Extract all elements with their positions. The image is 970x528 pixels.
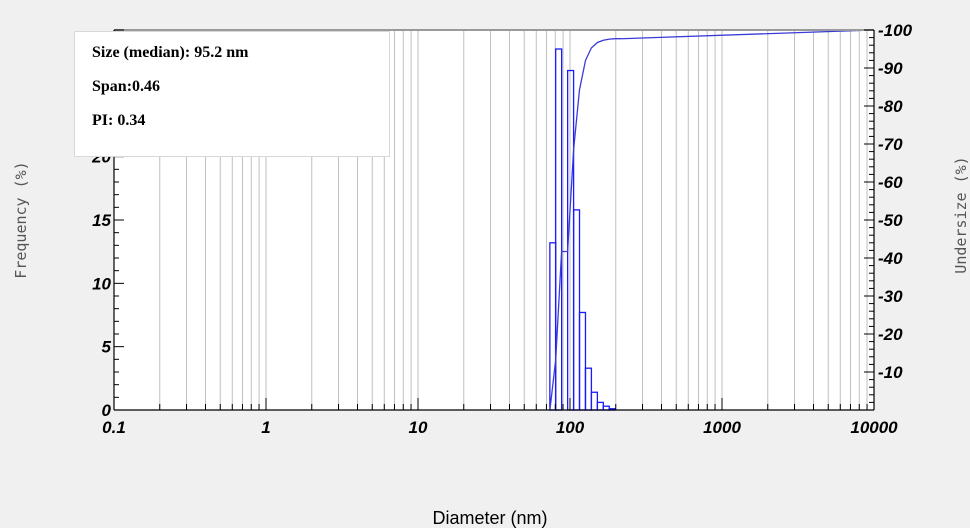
y2-tick-label: -90 bbox=[878, 59, 903, 78]
y2-tick-label: -10 bbox=[878, 363, 903, 382]
median-size-text: Size (median): 95.2 nm bbox=[92, 44, 249, 61]
y-tick-label: 10 bbox=[92, 274, 111, 293]
statistics-box: Size (median): 95.2 nm Span:0.46 PI: 0.3… bbox=[74, 31, 390, 157]
y2-tick-label: -20 bbox=[878, 325, 903, 344]
y2-tick-label: -60 bbox=[878, 173, 903, 192]
y2-tick-label: -50 bbox=[878, 211, 903, 230]
undersize-line bbox=[549, 38, 622, 411]
x-axis-title: Diameter (nm) bbox=[432, 508, 547, 528]
x-tick-label: 100 bbox=[556, 418, 585, 437]
y2-tick-label: -30 bbox=[878, 287, 903, 306]
x-tick-label: 10000 bbox=[850, 418, 898, 437]
y-tick-label: 15 bbox=[92, 211, 111, 230]
y-tick-label: 5 bbox=[102, 338, 112, 357]
y2-tick-label: -40 bbox=[878, 249, 903, 268]
x-tick-label: 1 bbox=[261, 418, 270, 437]
undersize-curve bbox=[549, 29, 875, 411]
y2-axis-title: Undersize (%) bbox=[952, 156, 970, 273]
span-text: Span:0.46 bbox=[92, 78, 161, 95]
y2-tick-label: -80 bbox=[878, 97, 903, 116]
y2-tick-label: -70 bbox=[878, 135, 903, 154]
y2-tick-label: -100 bbox=[878, 21, 913, 40]
tick-labels: 0.11101001000100000510152025-10-20-30-40… bbox=[91, 21, 912, 437]
undersize-line-tail bbox=[621, 29, 875, 40]
y-tick-label: 0 bbox=[102, 401, 112, 420]
pi-text: PI: 0.34 bbox=[92, 112, 146, 129]
x-tick-label: 0.1 bbox=[102, 418, 126, 437]
y-axis-title: Frequency (%) bbox=[12, 161, 30, 278]
x-tick-label: 10 bbox=[409, 418, 428, 437]
x-tick-label: 1000 bbox=[703, 418, 741, 437]
